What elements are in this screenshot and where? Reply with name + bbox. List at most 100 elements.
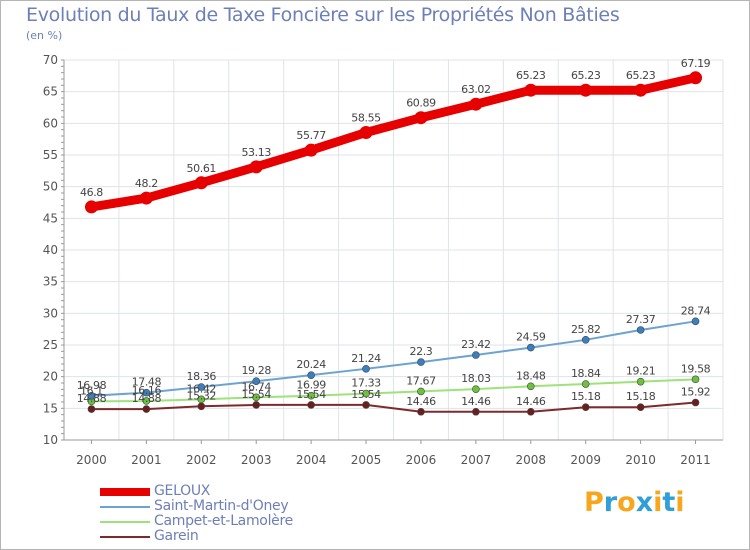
data-point	[307, 371, 315, 379]
data-label: 28.74	[681, 304, 711, 317]
data-label: 14.46	[406, 395, 436, 408]
data-label: 16.16	[132, 384, 162, 397]
data-point	[307, 401, 315, 409]
y-axis-unit-label: (en %)	[26, 29, 63, 42]
chart-title: Evolution du Taux de Taxe Foncière sur l…	[26, 4, 620, 26]
data-point	[307, 391, 315, 400]
legend-swatch-geloux	[100, 488, 150, 496]
data-point	[194, 176, 208, 190]
series-line	[86, 73, 701, 212]
proxiti-logo: Proxiti	[584, 487, 685, 518]
data-label: 17.67	[406, 374, 436, 387]
data-label: 53.13	[241, 146, 271, 159]
data-point	[524, 83, 538, 97]
y-tick-label: 65	[43, 85, 58, 99]
x-tick-label: 2011	[680, 453, 711, 467]
data-label: 18.48	[516, 369, 546, 382]
data-point	[469, 97, 483, 111]
legend-swatch-saint-martin	[100, 506, 150, 508]
data-point	[252, 401, 261, 409]
legend-label-garein: Garein	[154, 528, 199, 544]
data-point	[417, 358, 425, 366]
data-point	[139, 191, 153, 205]
data-point	[636, 377, 645, 386]
data-point	[142, 397, 151, 405]
data-point	[472, 385, 480, 393]
data-point	[526, 382, 535, 391]
data-point	[359, 126, 373, 140]
data-label: 15.54	[351, 388, 381, 401]
data-point	[362, 401, 370, 409]
x-tick-label: 2008	[516, 453, 547, 467]
data-point	[472, 407, 480, 416]
y-tick-label: 15	[43, 401, 58, 415]
data-label: 18.84	[571, 367, 601, 380]
y-tick-label: 45	[43, 211, 58, 225]
data-label: 19.28	[241, 364, 271, 377]
logo-letter: i	[675, 487, 685, 518]
data-label: 48.2	[135, 177, 158, 190]
data-point	[634, 83, 648, 97]
data-label: 14.88	[77, 392, 107, 405]
data-label: 16.99	[296, 379, 326, 392]
x-tick-label: 2010	[625, 453, 656, 467]
data-label: 55.77	[296, 129, 326, 142]
data-point	[689, 71, 703, 85]
series-line	[90, 401, 697, 413]
data-label: 19.58	[681, 362, 711, 375]
data-point	[252, 377, 261, 386]
data-point	[142, 405, 151, 413]
data-label: 16.1	[80, 384, 103, 397]
x-tick-label: 2007	[461, 453, 492, 467]
data-label: 63.02	[461, 83, 491, 96]
data-point	[304, 143, 318, 157]
legend-swatch-garein	[100, 536, 150, 538]
legend-label-saint-martin: Saint-Martin-d'Oney	[154, 498, 289, 514]
legend-label-campet: Campet-et-Lamolère	[154, 513, 293, 529]
data-label: 50.61	[187, 162, 217, 175]
data-point	[417, 407, 425, 416]
data-label: 24.59	[516, 331, 546, 344]
y-tick-label: 50	[43, 180, 58, 194]
series-line	[90, 320, 697, 397]
x-tick-label: 2001	[131, 453, 162, 467]
data-point	[87, 391, 96, 400]
data-point	[417, 387, 425, 396]
data-point	[691, 317, 700, 326]
logo-letter: P	[584, 487, 604, 518]
logo-letter: i	[653, 487, 663, 518]
data-label: 15.54	[296, 388, 326, 401]
data-point	[526, 407, 535, 416]
data-label: 22.3	[410, 345, 433, 358]
data-label: 65.23	[626, 69, 656, 82]
data-point	[636, 403, 645, 411]
data-point	[197, 383, 206, 391]
data-label: 67.19	[681, 57, 711, 70]
y-tick-label: 25	[43, 338, 58, 352]
y-tick-label: 30	[43, 306, 58, 320]
x-tick-label: 2004	[296, 453, 327, 467]
data-label: 17.48	[132, 376, 162, 389]
data-point	[472, 351, 480, 359]
logo-letter: r	[603, 487, 618, 518]
data-point	[84, 200, 98, 214]
y-tick-label: 35	[43, 275, 58, 289]
x-tick-label: 2005	[351, 453, 382, 467]
data-label: 25.82	[571, 323, 601, 336]
legend-swatch-campet	[100, 521, 150, 523]
data-point	[636, 326, 645, 334]
data-point	[581, 336, 590, 344]
data-label: 15.54	[241, 388, 271, 401]
x-tick-label: 2006	[406, 453, 437, 467]
y-tick-label: 20	[43, 370, 58, 384]
data-label: 18.36	[187, 370, 217, 383]
data-label: 23.42	[461, 338, 491, 351]
data-point	[362, 389, 370, 398]
data-label: 16.74	[241, 380, 271, 393]
data-label: 15.18	[571, 390, 601, 403]
data-label: 46.8	[80, 186, 103, 199]
data-point	[252, 393, 261, 402]
data-label: 17.33	[351, 377, 381, 390]
data-label: 58.55	[351, 112, 381, 125]
data-point	[142, 388, 151, 397]
